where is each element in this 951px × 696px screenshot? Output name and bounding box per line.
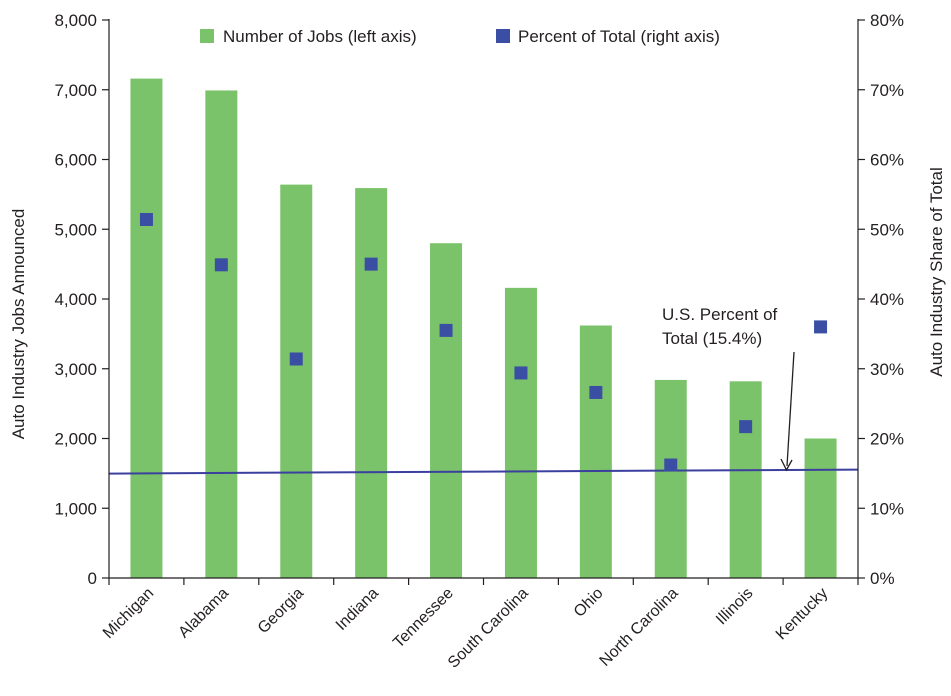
category-label: Georgia xyxy=(255,585,307,637)
left-tick-label: 1,000 xyxy=(54,499,97,518)
bar-illinois xyxy=(729,381,762,578)
right-tick-label: 40% xyxy=(870,290,904,309)
reference-line-group xyxy=(108,468,859,475)
marker-indiana xyxy=(364,257,378,271)
legend-swatch-percent xyxy=(496,29,510,43)
marker-alabama xyxy=(214,258,228,272)
left-tick-label: 0 xyxy=(88,569,97,588)
left-tick-label: 7,000 xyxy=(54,81,97,100)
bar-series xyxy=(130,78,837,579)
marker-illinois xyxy=(739,420,753,434)
left-tick-label: 3,000 xyxy=(54,360,97,379)
category-label: Alabama xyxy=(175,585,232,642)
left-tick-label: 8,000 xyxy=(54,11,97,30)
left-tick-label: 5,000 xyxy=(54,220,97,239)
marker-ohio xyxy=(589,385,603,399)
annotation: U.S. Percent of Total (15.4%) xyxy=(662,305,795,472)
right-tick-label: 60% xyxy=(870,151,904,170)
annotation-arrow-line xyxy=(786,351,795,467)
category-label: Ohio xyxy=(571,585,607,621)
bar-michigan xyxy=(130,78,163,578)
marker-kentucky xyxy=(814,320,828,334)
bar-kentucky xyxy=(804,438,837,578)
bar-indiana xyxy=(355,188,388,578)
right-tick-label: 20% xyxy=(870,430,904,449)
annotation-line-2: Total (15.4%) xyxy=(662,329,762,348)
category-label: Kentucky xyxy=(773,585,832,644)
right-tick-label: 30% xyxy=(870,360,904,379)
bar-ohio xyxy=(579,325,612,578)
bar-north-carolina xyxy=(654,379,687,578)
axes: 0 1,000 2,000 3,000 4,000 5,000 6,000 7,000 8,00… xyxy=(54,11,904,672)
right-tick-label: 50% xyxy=(870,220,904,239)
legend: Number of Jobs (left axis) Percent of Tot… xyxy=(200,27,720,46)
marker-georgia xyxy=(289,352,303,366)
category-label: Michigan xyxy=(100,585,157,642)
legend-swatch-jobs xyxy=(200,29,214,43)
left-tick-label: 6,000 xyxy=(54,151,97,170)
marker-tennessee xyxy=(439,323,453,337)
right-tick-label: 70% xyxy=(870,81,904,100)
marker-michigan xyxy=(139,212,153,226)
annotation-line-1: U.S. Percent of xyxy=(662,305,778,324)
marker-north-carolina xyxy=(664,458,678,472)
left-tick-label: 4,000 xyxy=(54,290,97,309)
bar-georgia xyxy=(280,184,313,579)
legend-label-percent: Percent of Total (right axis) xyxy=(518,27,720,46)
left-tick-label: 2,000 xyxy=(54,430,97,449)
annotation-arrow-head xyxy=(780,458,793,472)
bar-alabama xyxy=(205,90,238,578)
category-label: Illinois xyxy=(713,585,756,628)
right-axis-title: Auto Industry Share of Total xyxy=(927,167,946,376)
bar-tennessee xyxy=(430,243,463,578)
marker-south-carolina xyxy=(514,366,528,380)
left-axis-title: Auto Industry Jobs Announced xyxy=(9,209,28,440)
us-percent-reference-line xyxy=(108,468,859,475)
right-tick-label: 0% xyxy=(870,569,895,588)
percent-marker-series xyxy=(139,212,828,472)
category-label: Tennessee xyxy=(390,585,457,652)
category-label: South Carolina xyxy=(445,585,532,672)
category-label: North Carolina xyxy=(597,585,682,670)
legend-label-jobs: Number of Jobs (left axis) xyxy=(223,27,417,46)
bar-south-carolina xyxy=(504,287,537,578)
category-label: Indiana xyxy=(333,585,382,634)
right-tick-label: 10% xyxy=(870,499,904,518)
right-tick-label: 80% xyxy=(870,11,904,30)
